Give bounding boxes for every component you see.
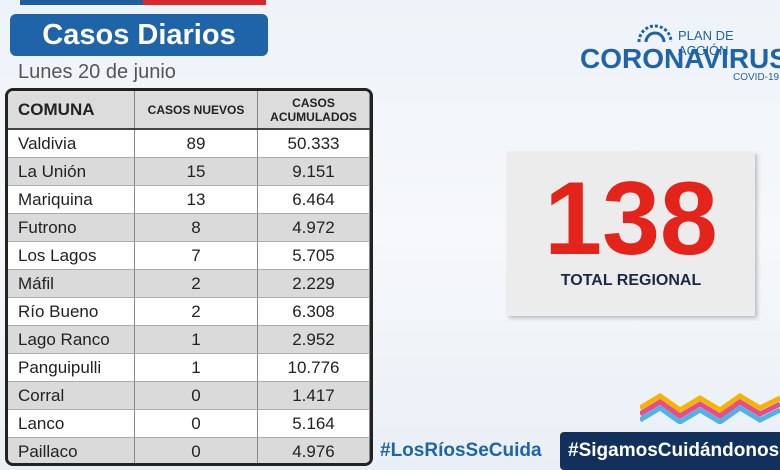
table-cell: Valdivia [8,129,135,158]
logo-title: CORONAVIRUS [580,43,780,74]
hashtag: #SigamosCuidándonos [568,440,780,461]
table-cell: 2.952 [257,325,370,354]
table-cell: 6.464 [257,185,370,214]
table-row: Paillaco 0 4.976 [8,437,370,463]
table-cell: 89 [134,129,258,158]
table-cell: La Unión [8,157,135,186]
total-label: TOTAL REGIONAL [560,272,702,289]
table-cell: 4.976 [257,437,370,463]
logo-line: PLAN DE ACCIÓN [678,28,734,58]
table-cell: 2 [134,297,258,326]
column-header: CASOS NUEVOS [134,91,258,130]
table-cell: 8 [134,213,258,242]
table-cell: 10.776 [257,353,370,382]
table-cell: 1.417 [257,381,370,410]
table-row: Mariquina 13 6.464 [8,185,370,214]
table-row: Río Bueno 2 6.308 [8,297,370,326]
table-cell: Los Lagos [8,241,135,270]
cases-table: COMUNA CASOS NUEVOS CASOS ACUMULADOS Valdi… [5,88,373,466]
table-row: Los Lagos 7 5.705 [8,241,370,270]
table: COMUNA CASOS NUEVOS CASOS ACUMULADOS Valdi… [8,91,370,463]
table-cell: 5.705 [257,241,370,270]
table-cell: 0 [134,381,258,410]
total-box: 138 TOTAL REGIONAL [507,152,755,316]
table-row: Panguipulli 1 10.776 [8,353,370,382]
date: Lunes 20 de junio [18,61,176,83]
table-cell: Lanco [8,409,135,438]
table-row: Futrono 8 4.972 [8,213,370,242]
table-row: Valdivia 89 50.333 [8,129,370,158]
column-header: COMUNA [8,91,135,130]
column-header: CASOS ACUMULADOS [257,91,370,130]
table-cell: Paillaco [8,437,135,463]
table-row: Lago Ranco 1 2.952 [8,325,370,354]
top-stripe [20,0,266,5]
table-row: Lanco 0 5.164 [8,409,370,438]
total-value: 138 [544,161,718,277]
table-cell: 5.164 [257,409,370,438]
logo-icon [637,24,673,43]
table-row: Corral 0 1.417 [8,381,370,410]
decoration [640,393,780,424]
table-cell: Mariquina [8,185,135,214]
table-cell: Panguipulli [8,353,135,382]
title: Casos Diarios [10,14,268,56]
table-cell: Futrono [8,213,135,242]
table-cell: 4.972 [257,213,370,242]
table-cell: 0 [134,409,258,438]
table-row: La Unión 15 9.151 [8,157,370,186]
table-cell: 9.151 [257,157,370,186]
table-cell: 15 [134,157,258,186]
table-cell: 2 [134,269,258,298]
table-cell: 6.308 [257,297,370,326]
table-cell: 13 [134,185,258,214]
header-row: COMUNA CASOS NUEVOS CASOS ACUMULADOS [8,91,370,130]
table-row: Máfil 2 2.229 [8,269,370,298]
table-cell: Máfil [8,269,135,298]
table-cell: Corral [8,381,135,410]
table-cell: 1 [134,325,258,354]
table-cell: 50.333 [257,129,370,158]
hashtag: #LosRíosSeCuida [380,440,542,461]
logo-line: COVID-19 [733,72,780,83]
table-cell: 1 [134,353,258,382]
table-cell: 7 [134,241,258,270]
table-cell: Río Bueno [8,297,135,326]
table-cell: Lago Ranco [8,325,135,354]
table-cell: 2.229 [257,269,370,298]
hashtag-box [560,432,780,470]
table-cell: 0 [134,437,258,463]
